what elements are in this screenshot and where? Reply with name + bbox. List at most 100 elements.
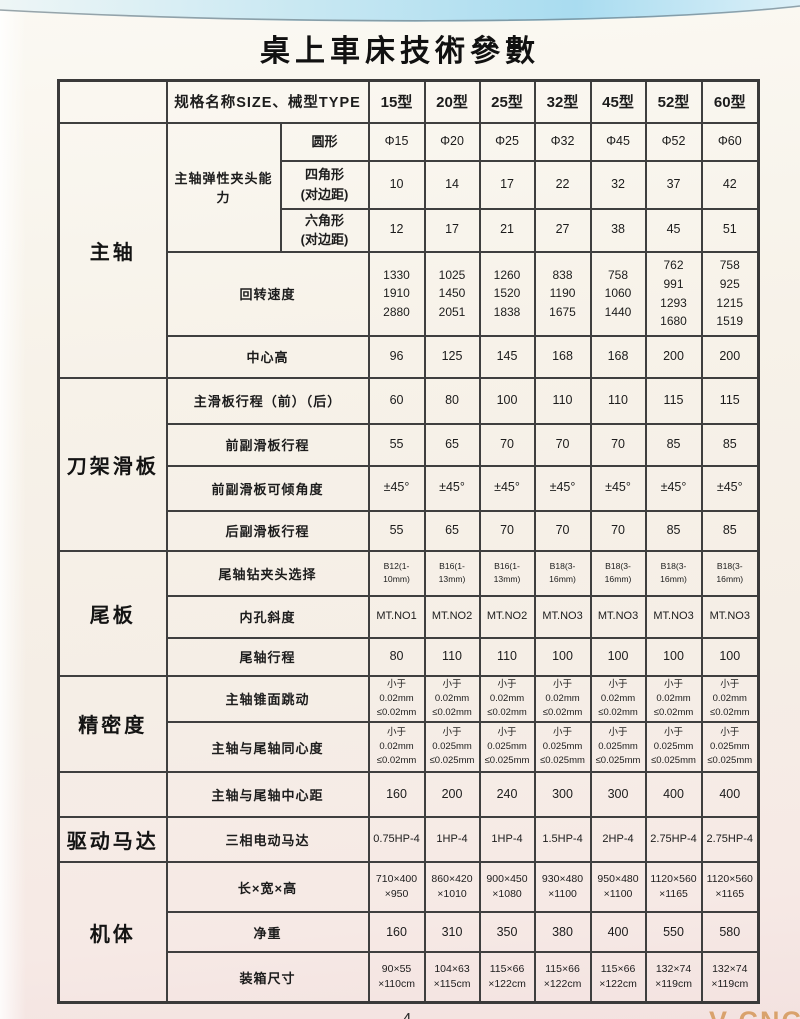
value-cell: 350 xyxy=(478,911,536,954)
value-cell: 200 xyxy=(423,771,481,819)
value-cell: 125 xyxy=(423,334,481,379)
header-model-25: 25型 xyxy=(478,79,536,124)
spec-cell-three-phase-motor: 三相电动马达 xyxy=(165,816,370,864)
value-cell: B18(3-16mm) xyxy=(644,549,703,597)
value-cell: 758 925 1215 1519 xyxy=(700,250,760,337)
value-cell: 115×66 ×122cm xyxy=(478,951,536,1004)
group-cell-empty xyxy=(57,771,168,819)
value-cell: 17 xyxy=(423,207,481,253)
value-cell: 100 xyxy=(478,376,536,425)
page-title: 桌上車床技術參數 xyxy=(260,35,540,68)
value-cell: 1HP-4 xyxy=(423,816,481,864)
value-cell: 小于0.02mm ≤0.02mm xyxy=(644,674,703,724)
value-cell: 60 xyxy=(367,376,426,425)
value-cell: 104×63 ×115cm xyxy=(423,951,481,1004)
table-row: 前副滑板可倾角度 ±45° ±45° ±45° ±45° ±45° ±45° ±… xyxy=(59,464,760,512)
value-cell: 400 xyxy=(700,771,760,819)
spec-cell-front-sub-slide-tilt: 前副滑板可倾角度 xyxy=(165,464,370,512)
value-cell: MT.NO2 xyxy=(478,594,536,639)
value-cell: 200 xyxy=(700,334,760,379)
spec-cell-rotation-speed: 回转速度 xyxy=(165,250,370,337)
spec-cell-bore-taper: 内孔斜度 xyxy=(165,594,370,639)
value-cell: 1120×560 ×1165 xyxy=(644,861,703,914)
value-cell: 100 xyxy=(700,636,760,677)
table-row: 净重 160 310 350 380 400 550 580 xyxy=(59,911,760,954)
value-cell: 小于0.025mm ≤0.025mm xyxy=(478,721,536,774)
value-cell: 1025 1450 2051 xyxy=(423,250,481,337)
value-cell: B18(3-16mm) xyxy=(533,549,592,597)
value-cell: 758 1060 1440 xyxy=(589,250,647,337)
value-cell: 380 xyxy=(533,911,592,954)
value-cell: 838 1190 1675 xyxy=(533,250,592,337)
value-cell: 小于0.02mm ≤0.02mm xyxy=(478,674,536,724)
table-row: 机体 长×宽×高 710×400 ×950 860×420 ×1010 900×… xyxy=(57,861,760,1004)
value-cell: 90×55 ×110cm xyxy=(367,951,426,1004)
value-cell: Φ15 xyxy=(367,121,426,162)
value-cell: MT.NO3 xyxy=(589,594,647,639)
value-cell: MT.NO3 xyxy=(533,594,592,639)
value-cell: 200 xyxy=(644,334,703,379)
value-cell: Φ45 xyxy=(589,121,647,162)
table-row: 内孔斜度 MT.NO1 MT.NO2 MT.NO2 MT.NO3 MT.NO3 … xyxy=(59,594,760,639)
table-row: 主轴 主轴弹性夹头能力 圆形 Φ15 Φ20 Φ25 Φ32 Φ45 Φ52 Φ… xyxy=(57,121,760,379)
spec-table: 规格名称SIZE、械型TYPE 15型 20型 25型 32型 45型 52型 … xyxy=(57,79,761,1004)
value-cell: 85 xyxy=(644,422,703,467)
table-row: 尾板 尾轴钻夹头选择 B12(1-10mm) B16(1-13mm) B16(1… xyxy=(57,549,760,677)
value-cell: 小于0.02mm ≤0.02mm xyxy=(700,674,760,724)
header-spec-label: 规格名称SIZE、械型TYPE xyxy=(165,79,370,124)
spec-cell-tail-spindle-travel: 尾轴行程 xyxy=(165,636,370,677)
value-cell: 42 xyxy=(700,159,760,210)
value-cell: 85 xyxy=(700,509,760,552)
value-cell: 85 xyxy=(700,422,760,467)
sub-spec-cell-hex: 六角形 (对边距) xyxy=(279,207,370,253)
value-cell: 10 xyxy=(367,159,426,210)
sub-spec-cell-square: 四角形 (对边距) xyxy=(279,159,370,210)
value-cell: 65 xyxy=(423,509,481,552)
spec-cell-rear-sub-slide-travel: 后副滑板行程 xyxy=(165,509,370,552)
value-cell: 65 xyxy=(423,422,481,467)
value-cell: 115×66 ×122cm xyxy=(589,951,647,1004)
header-model-52: 52型 xyxy=(644,79,703,124)
value-cell: Φ60 xyxy=(700,121,760,162)
value-cell: 小于0.025mm ≤0.025mm xyxy=(589,721,647,774)
table-row: 主轴与尾轴中心距 160 200 240 300 300 400 400 xyxy=(57,771,760,819)
value-cell: 45 xyxy=(644,207,703,253)
value-cell: 160 xyxy=(367,911,426,954)
vcnc-watermark: V-CNC xyxy=(709,1006,800,1019)
value-cell: ±45° xyxy=(589,464,647,512)
value-cell: 2.75HP-4 xyxy=(644,816,703,864)
value-cell: MT.NO3 xyxy=(644,594,703,639)
value-cell: 168 xyxy=(589,334,647,379)
value-cell: 55 xyxy=(367,422,426,467)
value-cell: 110 xyxy=(478,636,536,677)
spec-cell-center-height: 中心高 xyxy=(165,334,370,379)
header-model-32: 32型 xyxy=(533,79,592,124)
table-row: 尾轴行程 80 110 110 100 100 100 100 xyxy=(59,636,760,677)
group-cell-precision: 精密度 xyxy=(57,674,168,774)
header-model-60: 60型 xyxy=(700,79,760,124)
value-cell: 132×74 ×119cm xyxy=(700,951,760,1004)
value-cell: 80 xyxy=(423,376,481,425)
value-cell: 950×480 ×1100 xyxy=(589,861,647,914)
value-cell: ±45° xyxy=(423,464,481,512)
value-cell: 70 xyxy=(478,422,536,467)
value-cell: 70 xyxy=(533,509,592,552)
value-cell: 400 xyxy=(644,771,703,819)
value-cell: Φ25 xyxy=(478,121,536,162)
spec-cell-net-weight: 净重 xyxy=(165,911,370,954)
value-cell: 55 xyxy=(367,509,426,552)
value-cell: 22 xyxy=(533,159,592,210)
value-cell: Φ32 xyxy=(533,121,592,162)
value-cell: ±45° xyxy=(533,464,592,512)
value-cell: 0.75HP-4 xyxy=(367,816,426,864)
value-cell: 14 xyxy=(423,159,481,210)
value-cell: 115×66 ×122cm xyxy=(533,951,592,1004)
value-cell: Φ20 xyxy=(423,121,481,162)
value-cell: 2.75HP-4 xyxy=(700,816,760,864)
value-cell: 110 xyxy=(589,376,647,425)
table-row: 四角形 (对边距) 10 14 17 22 32 37 42 xyxy=(59,159,760,210)
group-cell-drive-motor: 驱动马达 xyxy=(57,816,168,864)
value-cell: ±45° xyxy=(700,464,760,512)
value-cell: 110 xyxy=(423,636,481,677)
